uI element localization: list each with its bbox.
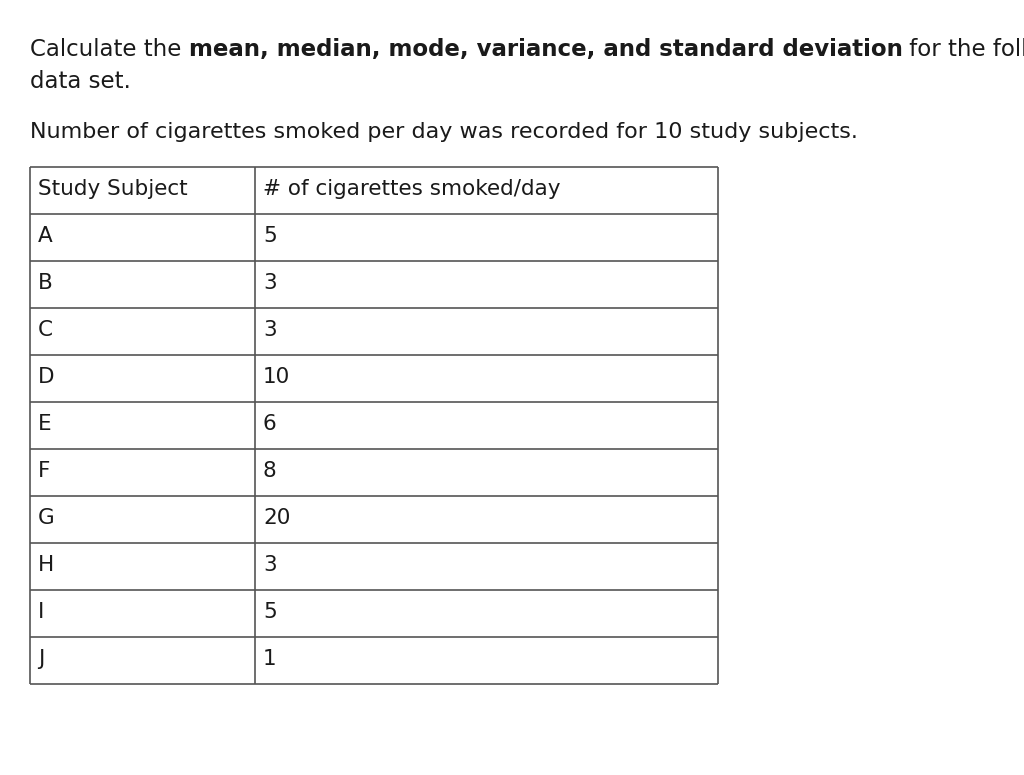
Text: H: H [38,555,54,575]
Text: 3: 3 [263,273,276,293]
Text: I: I [38,602,44,622]
Text: Calculate the: Calculate the [30,38,188,61]
Text: Study Subject: Study Subject [38,179,187,199]
Text: F: F [38,461,50,481]
Text: # of cigarettes smoked/day: # of cigarettes smoked/day [263,179,560,199]
Text: for the following: for the following [902,38,1024,61]
Text: 3: 3 [263,320,276,340]
Text: E: E [38,414,51,434]
Text: mean, median, mode, variance, and standard deviation: mean, median, mode, variance, and standa… [188,38,902,61]
Text: 20: 20 [263,508,291,528]
Text: C: C [38,320,53,340]
Text: 10: 10 [263,367,290,387]
Text: Number of cigarettes smoked per day was recorded for 10 study subjects.: Number of cigarettes smoked per day was … [30,122,858,142]
Text: 8: 8 [263,461,276,481]
Text: A: A [38,226,53,246]
Text: B: B [38,273,53,293]
Text: 5: 5 [263,226,276,246]
Text: 3: 3 [263,555,276,575]
Text: 5: 5 [263,602,276,622]
Text: 6: 6 [263,414,276,434]
Text: 1: 1 [263,649,276,669]
Text: data set.: data set. [30,70,131,93]
Text: G: G [38,508,54,528]
Text: J: J [38,649,44,669]
Text: D: D [38,367,54,387]
